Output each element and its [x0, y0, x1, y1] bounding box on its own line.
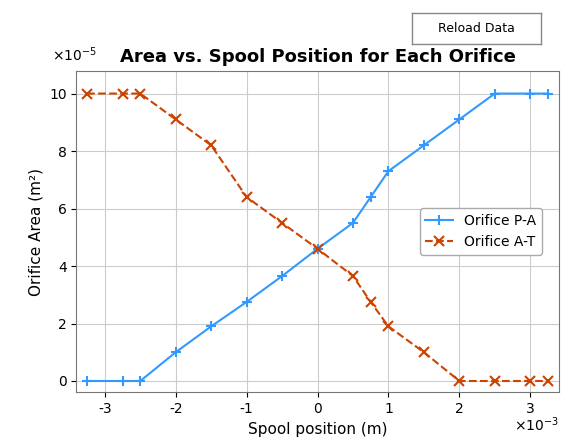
Orifice P-A	[279, 273, 286, 279]
Orifice P-A	[119, 378, 126, 384]
Orifice P-A	[385, 168, 392, 174]
Orifice A-T	[137, 91, 144, 96]
Orifice A-T	[385, 324, 392, 329]
Orifice A-T	[527, 378, 534, 384]
Orifice A-T	[119, 91, 126, 96]
Orifice A-T	[367, 299, 374, 305]
Orifice A-T	[491, 378, 498, 384]
Orifice P-A	[420, 142, 427, 148]
Orifice A-T	[243, 194, 250, 200]
Orifice A-T	[349, 273, 356, 279]
Orifice P-A	[243, 299, 250, 305]
Orifice A-T	[208, 142, 215, 148]
X-axis label: Spool position (m): Spool position (m)	[248, 422, 387, 437]
Orifice P-A	[527, 91, 534, 96]
Legend: Orifice P-A, Orifice A-T: Orifice P-A, Orifice A-T	[420, 209, 542, 254]
Orifice P-A	[137, 378, 144, 384]
Text: $\times 10^{-3}$: $\times 10^{-3}$	[514, 415, 559, 434]
Orifice A-T	[314, 246, 321, 251]
Orifice A-T	[83, 91, 91, 96]
Orifice A-T	[544, 378, 552, 384]
Orifice A-T	[456, 378, 463, 384]
Orifice A-T	[279, 220, 286, 225]
Orifice P-A	[208, 324, 215, 329]
Orifice P-A	[172, 350, 179, 355]
Orifice P-A	[349, 220, 356, 225]
Orifice P-A	[83, 378, 91, 384]
Orifice P-A	[491, 91, 498, 96]
Orifice A-T	[172, 117, 179, 122]
Text: $\times 10^{-5}$: $\times 10^{-5}$	[52, 45, 97, 64]
Orifice P-A	[314, 246, 321, 251]
Orifice P-A	[367, 194, 374, 200]
Y-axis label: Orifice Area (m²): Orifice Area (m²)	[29, 168, 44, 295]
Line: Orifice P-A: Orifice P-A	[82, 89, 553, 386]
Orifice A-T	[420, 350, 427, 355]
Title: Area vs. Spool Position for Each Orifice: Area vs. Spool Position for Each Orifice	[119, 48, 516, 66]
Orifice P-A	[544, 91, 552, 96]
Text: Reload Data: Reload Data	[438, 22, 514, 35]
Orifice P-A	[456, 117, 463, 122]
Line: Orifice A-T: Orifice A-T	[82, 89, 553, 386]
